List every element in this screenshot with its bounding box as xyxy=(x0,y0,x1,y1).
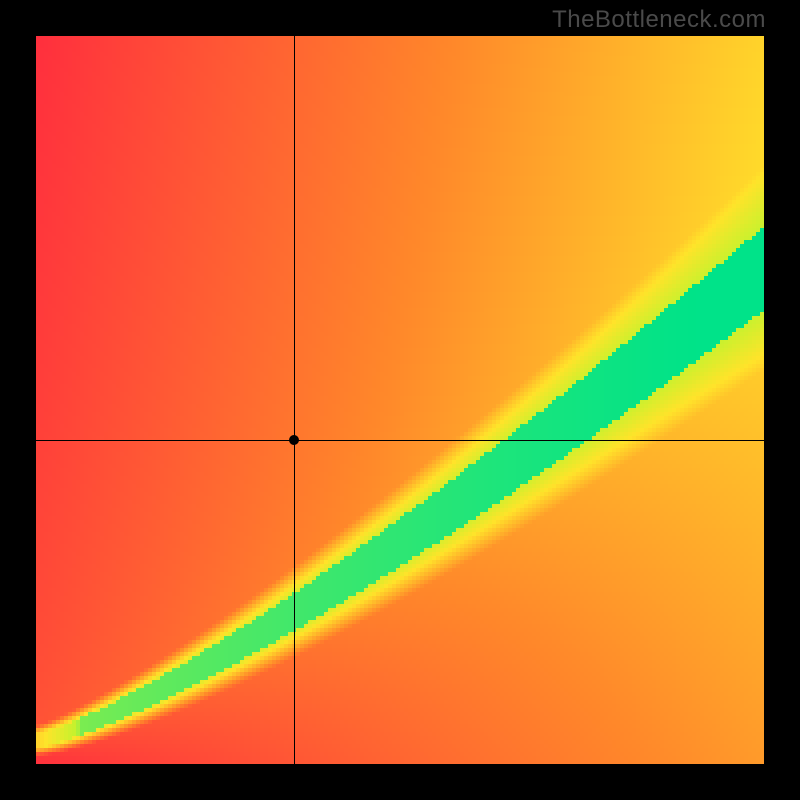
marker-dot xyxy=(289,435,299,445)
watermark-text: TheBottleneck.com xyxy=(552,6,766,34)
plot-area xyxy=(36,36,764,764)
chart-container: TheBottleneck.com xyxy=(0,0,800,800)
crosshair-horizontal xyxy=(36,440,764,441)
crosshair-vertical xyxy=(294,36,295,764)
heatmap-canvas xyxy=(36,36,764,764)
